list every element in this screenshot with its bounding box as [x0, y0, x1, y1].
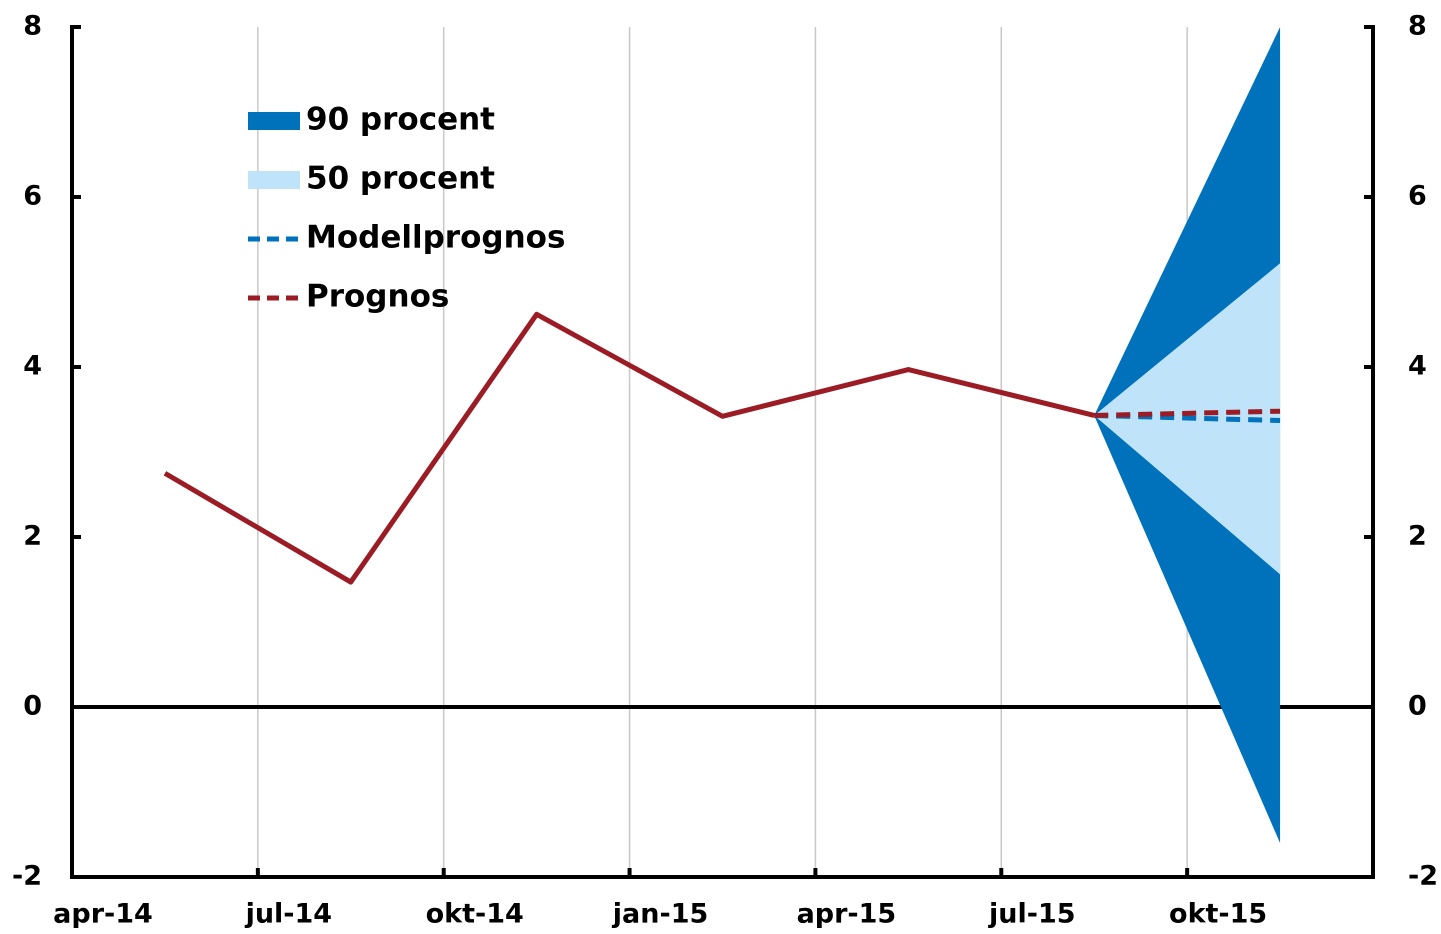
x-tick-label: jul-15	[988, 899, 1076, 930]
y-tick-label: 0	[23, 691, 42, 722]
series-line	[163, 311, 1095, 585]
x-tick-label: okt-14	[426, 899, 524, 930]
y-tick-label: 2	[23, 521, 42, 552]
series-line	[1094, 408, 1281, 418]
y2-tick-label: 6	[1408, 181, 1427, 212]
y2-tick-label: 8	[1408, 11, 1427, 42]
y2-tick-label: 4	[1408, 351, 1427, 382]
legend-swatch	[248, 171, 300, 189]
x-tick-label: jan-15	[612, 899, 708, 930]
legend-swatch	[248, 112, 300, 130]
legend-label: 90 procent	[306, 102, 495, 138]
y2-tick-label: 2	[1408, 521, 1427, 552]
y-tick-label: -2	[12, 861, 42, 892]
y2-tick-label: -2	[1408, 861, 1438, 892]
y-tick-label: 4	[23, 351, 42, 382]
x-tick-label: apr-14	[53, 899, 153, 930]
y-tick-label: 8	[23, 11, 42, 42]
x-tick-label: okt-15	[1169, 899, 1267, 930]
y-tick-label: 6	[23, 181, 42, 212]
legend-label: Prognos	[306, 279, 449, 315]
legend-label: 50 procent	[306, 161, 495, 197]
x-tick-label: jul-14	[245, 899, 333, 930]
x-tick-label: apr-15	[797, 899, 897, 930]
y2-tick-label: 0	[1408, 691, 1427, 722]
legend-label: Modellprognos	[306, 220, 565, 256]
